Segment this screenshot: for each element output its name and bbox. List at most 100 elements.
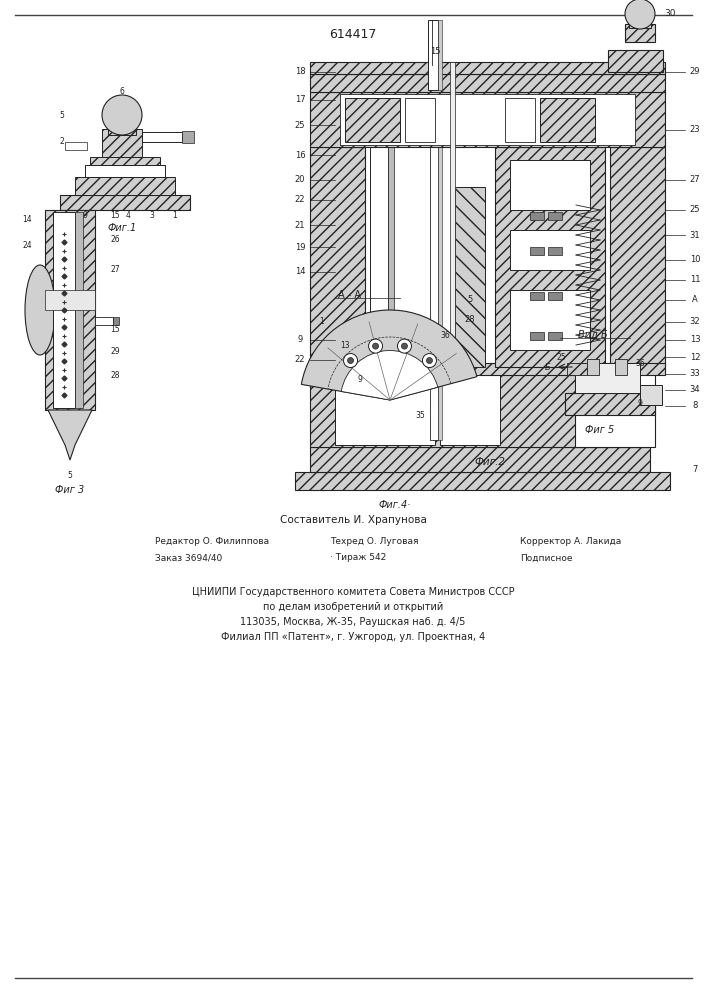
Text: 26: 26 xyxy=(110,235,119,244)
Bar xyxy=(580,437,655,445)
Text: по делам изобретений и открытий: по делам изобретений и открытий xyxy=(263,602,443,612)
Bar xyxy=(438,120,442,440)
Bar xyxy=(530,332,544,340)
Text: 9: 9 xyxy=(638,398,643,408)
Text: 15: 15 xyxy=(110,326,119,334)
Bar xyxy=(575,371,655,447)
Bar xyxy=(113,317,119,325)
Text: 9: 9 xyxy=(298,336,303,344)
Text: ЦНИИПИ Государственного комитета Совета Министров СССР: ЦНИИПИ Государственного комитета Совета … xyxy=(192,587,514,597)
Text: 19: 19 xyxy=(295,242,305,251)
Text: 9: 9 xyxy=(83,211,88,220)
Wedge shape xyxy=(341,351,438,400)
Bar xyxy=(440,369,500,445)
Bar xyxy=(580,413,655,421)
Text: 36: 36 xyxy=(440,330,450,340)
Bar xyxy=(495,147,605,367)
Bar xyxy=(53,212,75,408)
Bar xyxy=(182,131,194,143)
Text: 20: 20 xyxy=(295,176,305,184)
Bar xyxy=(65,142,87,150)
Bar xyxy=(540,98,595,142)
Text: 5: 5 xyxy=(59,110,64,119)
Circle shape xyxy=(373,343,378,349)
Bar xyxy=(587,359,599,375)
Circle shape xyxy=(102,95,142,135)
Text: 30: 30 xyxy=(665,9,676,18)
Bar xyxy=(90,157,160,165)
Bar xyxy=(345,98,400,142)
Text: 18: 18 xyxy=(295,68,305,77)
Text: 28: 28 xyxy=(110,370,119,379)
Bar xyxy=(580,425,655,433)
Text: 36: 36 xyxy=(635,359,645,367)
Bar xyxy=(548,292,562,300)
Text: Филиал ПП «Патент», г. Ужгород, ул. Проектная, 4: Филиал ПП «Патент», г. Ужгород, ул. Прое… xyxy=(221,632,485,642)
Bar xyxy=(45,290,95,310)
Text: 32: 32 xyxy=(690,318,701,326)
Text: Техред О. Луговая: Техред О. Луговая xyxy=(330,538,419,546)
Bar xyxy=(530,247,544,255)
Text: 13: 13 xyxy=(690,336,701,344)
Text: 34: 34 xyxy=(690,385,701,394)
Bar xyxy=(142,132,182,142)
Text: 31: 31 xyxy=(690,231,701,239)
Text: Фиг.4·: Фиг.4· xyxy=(379,500,411,510)
Text: 614417: 614417 xyxy=(329,28,377,41)
Bar xyxy=(108,115,136,135)
Bar xyxy=(530,212,544,220)
Text: 28: 28 xyxy=(464,316,475,324)
Bar xyxy=(310,367,650,447)
Text: 13: 13 xyxy=(340,340,350,350)
Text: 17: 17 xyxy=(295,96,305,104)
Bar xyxy=(388,147,394,367)
Text: 25: 25 xyxy=(556,353,566,361)
Text: 3: 3 xyxy=(150,211,154,220)
Text: 14: 14 xyxy=(295,267,305,276)
Bar xyxy=(438,20,442,90)
Text: А - А: А - А xyxy=(339,290,361,300)
Bar xyxy=(405,98,435,142)
Text: 11: 11 xyxy=(690,275,700,284)
Bar xyxy=(85,165,165,177)
Text: 1: 1 xyxy=(320,318,325,326)
Text: 22: 22 xyxy=(295,196,305,205)
Bar xyxy=(102,129,142,157)
Bar xyxy=(95,317,113,325)
Bar xyxy=(310,147,365,367)
Text: 15: 15 xyxy=(430,47,440,56)
Bar xyxy=(295,472,670,490)
Bar xyxy=(615,359,627,375)
Text: 5: 5 xyxy=(467,296,472,304)
Circle shape xyxy=(426,358,433,364)
Bar xyxy=(548,247,562,255)
Bar xyxy=(455,187,485,367)
Text: Вид Б: Вид Б xyxy=(578,330,608,340)
Bar xyxy=(430,120,438,440)
Bar xyxy=(548,332,562,340)
Bar xyxy=(510,290,590,350)
Bar xyxy=(510,160,590,210)
Bar xyxy=(580,401,655,409)
Wedge shape xyxy=(301,310,477,400)
Text: 22: 22 xyxy=(295,356,305,364)
Bar xyxy=(565,393,655,415)
Bar xyxy=(580,389,655,397)
Text: 35: 35 xyxy=(415,410,425,420)
Bar xyxy=(580,377,655,385)
Text: 2: 2 xyxy=(59,137,64,146)
Text: Заказ 3694/40: Заказ 3694/40 xyxy=(155,554,222,562)
Text: Фиг 3: Фиг 3 xyxy=(55,485,85,495)
Text: 14: 14 xyxy=(22,216,32,225)
Text: 9: 9 xyxy=(358,375,363,384)
Text: 25: 25 xyxy=(295,120,305,129)
Text: 10: 10 xyxy=(690,255,700,264)
Bar xyxy=(575,363,640,393)
Text: Подписное: Подписное xyxy=(520,554,573,562)
Bar xyxy=(629,14,651,28)
Text: Фиг.2: Фиг.2 xyxy=(474,457,506,467)
Bar xyxy=(370,147,388,367)
Text: A: A xyxy=(692,296,698,304)
Text: 16: 16 xyxy=(295,150,305,159)
Text: 23: 23 xyxy=(690,125,701,134)
